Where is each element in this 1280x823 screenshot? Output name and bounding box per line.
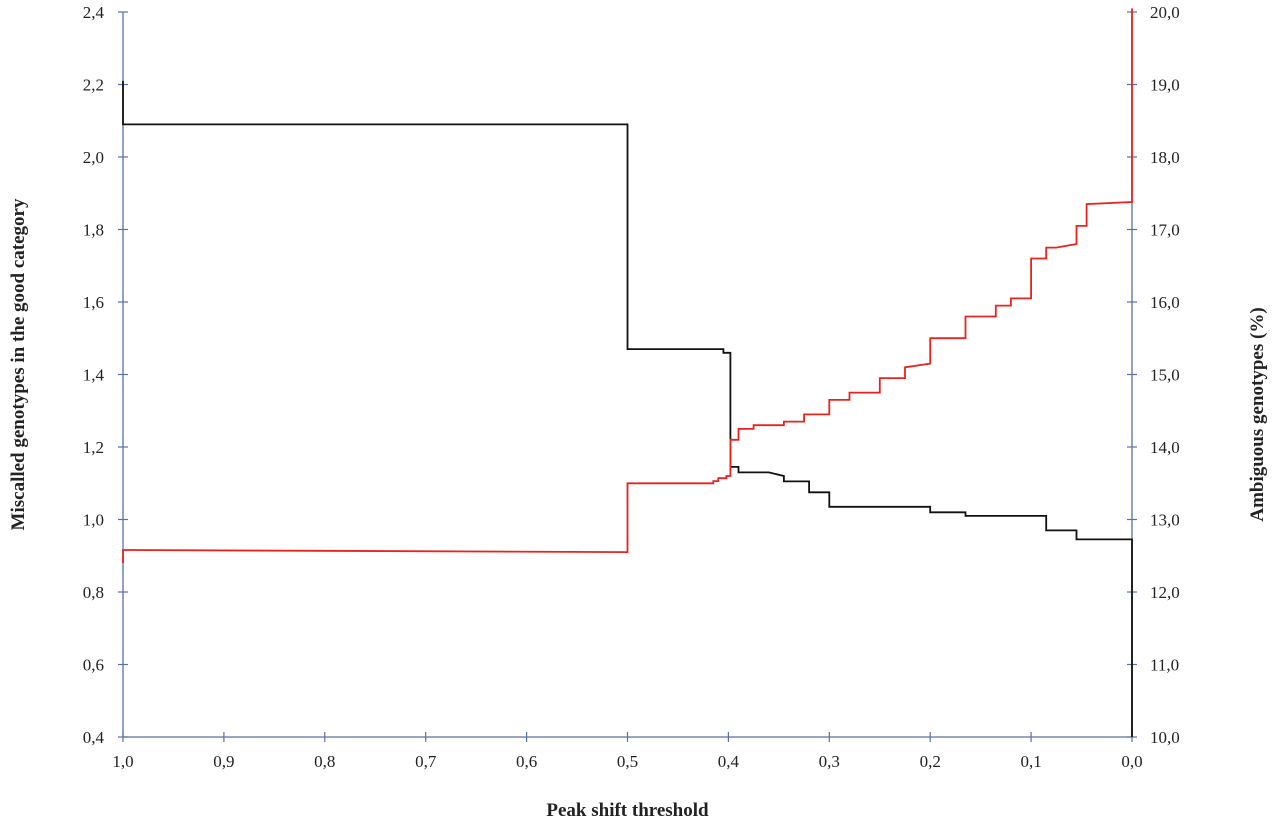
left-y-tick-label: 0,6 xyxy=(83,656,104,675)
x-tick-label: 0,0 xyxy=(1121,752,1142,771)
x-tick-label: 0,9 xyxy=(213,752,234,771)
left-y-tick-label: 1,0 xyxy=(83,511,104,530)
x-tick-label: 0,1 xyxy=(1020,752,1041,771)
x-tick-label: 0,3 xyxy=(819,752,840,771)
x-tick-label: 0,7 xyxy=(415,752,437,771)
right-y-tick-label: 14,0 xyxy=(1150,438,1180,457)
x-tick-label: 0,5 xyxy=(617,752,638,771)
right-y-tick-label: 17,0 xyxy=(1150,221,1180,240)
left-y-tick-label: 2,4 xyxy=(83,3,105,22)
x-axis-title: Peak shift threshold xyxy=(546,800,709,821)
right-y-tick-label: 18,0 xyxy=(1150,148,1180,167)
series-layer xyxy=(122,8,1133,737)
x-tick-label: 1,0 xyxy=(112,752,133,771)
axes-layer xyxy=(122,12,1133,738)
left-y-axis-title: Miscalled genotypes in the good category xyxy=(8,198,29,530)
ticks-layer: 1,0 0,9 0,8 0,7 0,6 0,5 0,4 0,3 0,2 0,1 0,0 0,4 0,6 0… xyxy=(83,3,1180,771)
left-y-tick-label: 1,2 xyxy=(83,438,104,457)
left-y-tick-label: 1,4 xyxy=(83,366,105,385)
left-y-tick-label: 1,8 xyxy=(83,221,104,240)
right-y-axis-title: Ambiguous genotypes (%) xyxy=(1247,307,1268,521)
x-tick-label: 0,8 xyxy=(314,752,335,771)
miscalled-genotypes-step-line xyxy=(122,80,1133,737)
right-y-tick-label: 16,0 xyxy=(1150,293,1180,312)
x-tick-label: 0,2 xyxy=(920,752,941,771)
x-tick-label: 0,6 xyxy=(516,752,537,771)
right-y-tick-label: 12,0 xyxy=(1150,583,1180,602)
x-tick-label: 0,4 xyxy=(718,752,740,771)
left-y-tick-label: 1,6 xyxy=(83,293,104,312)
right-y-tick-label: 13,0 xyxy=(1150,511,1180,530)
left-y-tick-label: 2,0 xyxy=(83,148,104,167)
left-y-tick-label: 2,2 xyxy=(83,76,104,95)
right-y-tick-label: 19,0 xyxy=(1150,76,1180,95)
left-y-tick-label: 0,8 xyxy=(83,583,104,602)
right-y-tick-label: 20,0 xyxy=(1150,3,1180,22)
right-y-tick-label: 15,0 xyxy=(1150,366,1180,385)
ambiguous-genotypes-step-line xyxy=(122,8,1133,563)
right-y-tick-label: 10,0 xyxy=(1150,728,1180,747)
right-y-tick-label: 11,0 xyxy=(1150,656,1179,675)
left-y-tick-label: 0,4 xyxy=(83,728,105,747)
